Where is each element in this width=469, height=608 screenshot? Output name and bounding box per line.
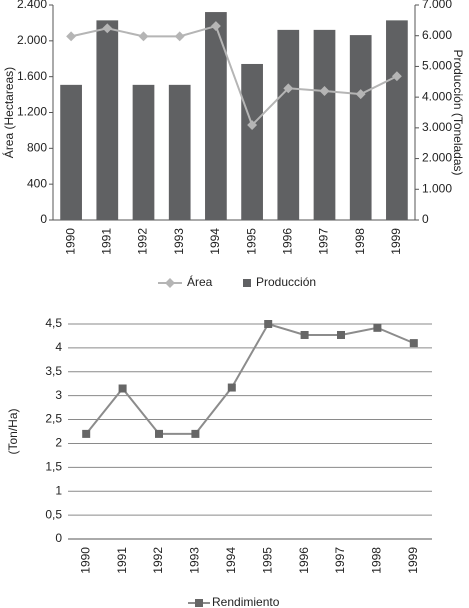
x-tick-label: 1993 [188, 547, 202, 574]
y-tick-label: 1.600 [17, 69, 47, 83]
bar [168, 84, 191, 220]
x-tick-label: 1995 [260, 547, 274, 574]
y2-tick-label: 1.000 [422, 181, 452, 195]
y-tick-label: 2 [55, 436, 62, 450]
legend-label: Rendimiento [212, 595, 280, 608]
x-tick-label: 1994 [224, 547, 238, 574]
bar [60, 84, 82, 220]
marker [118, 384, 127, 393]
x-tick-label: 1998 [370, 547, 384, 574]
marker [373, 323, 382, 332]
x-tick-label: 1999 [389, 228, 403, 255]
legend-marker [165, 278, 175, 288]
y-tick-label: 4 [55, 340, 62, 354]
marker [66, 31, 77, 42]
legend-label: Producción [256, 275, 316, 289]
bar [386, 20, 408, 220]
bar [132, 84, 155, 220]
x-tick-label: 1992 [151, 547, 165, 574]
y-tick-label: 2.400 [17, 0, 47, 11]
bar [205, 12, 227, 220]
x-tick-label: 1991 [115, 547, 129, 574]
y-tick-label: 0 [40, 212, 47, 226]
marker [138, 31, 149, 42]
x-tick-label: 1993 [172, 228, 186, 255]
y-axis-title: (Ton/Ha) [6, 408, 20, 454]
y2-tick-label: 6.000 [422, 28, 452, 42]
marker [155, 429, 163, 438]
y2-tick-label: 3.000 [422, 120, 452, 134]
x-tick-label: 1994 [208, 228, 222, 255]
x-tick-label: 1996 [297, 547, 311, 574]
y-tick-label: 0,5 [45, 507, 62, 521]
y-tick-label: 3 [55, 388, 62, 402]
y-tick-label: 3,5 [45, 364, 62, 378]
bar [313, 29, 336, 220]
x-tick-label: 1991 [99, 228, 113, 255]
y-tick-label: 1.200 [17, 105, 47, 119]
legend-label: Área [187, 274, 213, 289]
y2-tick-label: 5.000 [422, 59, 452, 73]
y-axis-title: Área (Hectareas) [1, 67, 16, 158]
y-tick-label: 1 [55, 483, 62, 497]
marker [409, 339, 418, 348]
y2-tick-label: 2.000 [422, 151, 452, 165]
y-tick-label: 1,5 [45, 460, 62, 474]
bar [96, 20, 119, 220]
x-tick-label: 1990 [78, 547, 92, 574]
x-tick-label: 1997 [333, 547, 347, 574]
y2-tick-label: 0 [422, 212, 429, 226]
legend-marker [195, 599, 203, 607]
y-tick-label: 400 [27, 176, 47, 190]
y-tick-label: 0 [55, 531, 62, 545]
y-tick-label: 800 [27, 141, 47, 155]
y-tick-label: 2.000 [17, 33, 47, 47]
y-tick-label: 2,5 [45, 412, 62, 426]
marker [300, 330, 309, 339]
x-tick-label: 1997 [317, 228, 331, 255]
bar [277, 29, 300, 220]
legend-swatch [243, 279, 251, 287]
marker [227, 383, 236, 392]
x-tick-label: 1999 [406, 547, 420, 574]
marker [191, 429, 200, 438]
line [85, 322, 415, 435]
marker [82, 429, 91, 438]
marker [264, 320, 273, 328]
x-tick-label: 1996 [280, 228, 294, 255]
bar [349, 35, 372, 220]
x-tick-label: 1995 [244, 228, 258, 255]
marker [210, 21, 221, 32]
y-tick-label: 4,5 [45, 316, 62, 330]
marker [337, 330, 345, 339]
x-tick-label: 1990 [63, 228, 77, 255]
x-tick-label: 1998 [353, 228, 367, 255]
marker [174, 31, 185, 42]
line [70, 24, 398, 127]
x-tick-label: 1992 [136, 228, 150, 255]
y2-tick-label: 4.000 [422, 89, 452, 103]
bar [241, 63, 263, 220]
y2-axis-title: Producción (Toneladas) [451, 49, 465, 175]
marker [247, 120, 258, 130]
y2-tick-label: 7.000 [422, 0, 452, 11]
